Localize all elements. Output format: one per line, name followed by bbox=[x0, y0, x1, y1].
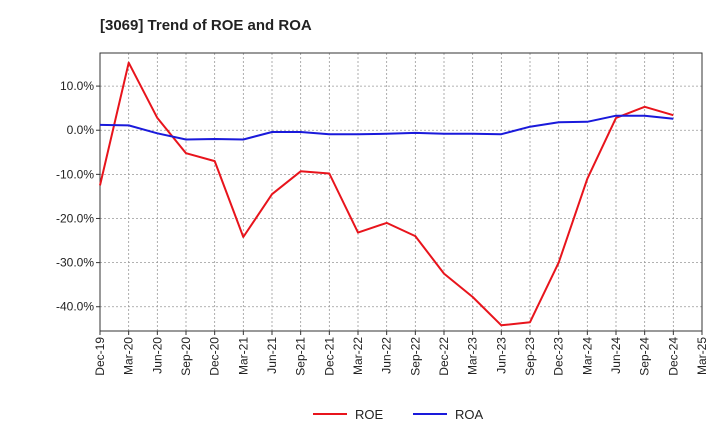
y-axis: 10.0% 0.0% -10.0% -20.0% -30.0% -40.0% bbox=[56, 79, 100, 314]
x-tick-label: Mar-23 bbox=[466, 337, 480, 375]
y-tick-label: 10.0% bbox=[60, 79, 94, 93]
x-tick-label: Dec-22 bbox=[437, 337, 451, 376]
x-tick-label: Jun-24 bbox=[609, 337, 623, 374]
y-tick-label: -20.0% bbox=[56, 211, 94, 225]
legend: ROE ROA bbox=[313, 407, 484, 422]
series-group bbox=[99, 61, 674, 327]
x-tick-label: Jun-20 bbox=[150, 337, 164, 374]
y-tick-label: -10.0% bbox=[56, 167, 94, 181]
x-tick-label: Dec-19 bbox=[93, 337, 107, 376]
x-tick-label: Mar-21 bbox=[236, 337, 250, 375]
x-tick-label: Sep-21 bbox=[294, 337, 308, 376]
x-tick-label: Sep-23 bbox=[523, 337, 537, 376]
plot-frame bbox=[99, 52, 703, 332]
x-tick-label: Mar-22 bbox=[351, 337, 365, 375]
x-tick-label: Jun-22 bbox=[380, 337, 394, 374]
x-tick-label: Jun-23 bbox=[494, 337, 508, 374]
x-tick-label: Mar-20 bbox=[122, 337, 136, 375]
legend-label-roe: ROE bbox=[355, 407, 384, 422]
legend-label-roa: ROA bbox=[455, 407, 484, 422]
x-tick-label: Mar-25 bbox=[695, 337, 709, 375]
chart-title: [3069] Trend of ROE and ROA bbox=[100, 17, 312, 34]
y-tick-label: -30.0% bbox=[56, 256, 94, 270]
y-tick-label: -40.0% bbox=[56, 300, 94, 314]
y-tick-label: 0.0% bbox=[67, 123, 95, 137]
x-tick-label: Dec-20 bbox=[208, 337, 222, 376]
grid bbox=[100, 53, 702, 331]
x-tick-label: Dec-24 bbox=[666, 337, 680, 376]
x-axis: Dec-19 Mar-20 Jun-20 Sep-20 Dec-20 Mar-21 Jun-… bbox=[93, 331, 709, 376]
x-tick-label: Jun-21 bbox=[265, 337, 279, 374]
x-tick-label: Mar-24 bbox=[580, 337, 594, 375]
series-line-roe bbox=[99, 61, 674, 327]
x-tick-label: Sep-22 bbox=[408, 337, 422, 376]
x-tick-label: Sep-24 bbox=[638, 337, 652, 376]
x-tick-label: Sep-20 bbox=[179, 337, 193, 376]
x-tick-label: Dec-21 bbox=[322, 337, 336, 376]
series-line-roa bbox=[99, 114, 674, 141]
x-tick-label: Dec-23 bbox=[552, 337, 566, 376]
